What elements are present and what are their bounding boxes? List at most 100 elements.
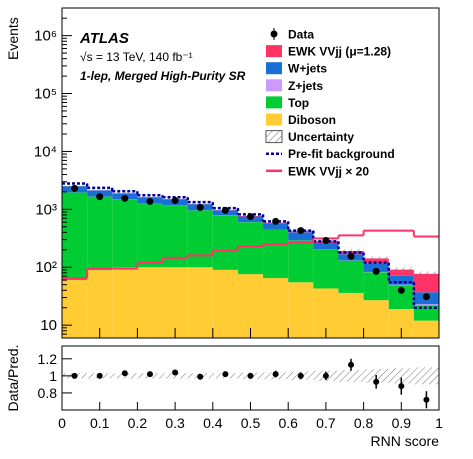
data-point [96,193,103,200]
data-point [348,253,355,260]
uncertainty-band [414,271,439,276]
x-tick-label: 0.3 [165,415,185,431]
legend-label: EWK VVjj × 20 [288,164,369,178]
x-tick-label: 0.6 [278,415,298,431]
data-point [197,204,204,211]
stack-bar [313,243,338,250]
stack-bar [338,261,363,293]
stack-bar [213,270,238,338]
stack-bar [338,293,363,338]
energy-label: √s = 13 TeV, 140 fb⁻¹ [80,50,193,64]
x-tick-label: 0.4 [203,415,223,431]
data-point [247,213,254,220]
y-tick-label: 10⁴ [34,143,57,160]
stack-bar [163,267,188,338]
data-point [71,185,78,192]
data-point [322,237,329,244]
stack-bar [112,267,137,338]
legend-label: Diboson [288,113,336,127]
ratio-point [197,374,203,380]
legend-swatch [266,114,282,126]
legend-swatch [266,79,282,91]
stack-bar [263,230,288,278]
ratio-point [172,369,178,375]
x-tick-label: 1 [435,415,443,431]
y-tick-label: 10 [40,317,57,334]
legend-label: EWK VVjj (μ=1.28) [288,45,391,59]
x-tick-label: 0 [58,415,66,431]
ratio-point [373,379,379,385]
stack-bar [313,250,338,289]
uncertainty-band [87,190,112,192]
ratio-band [338,370,363,382]
stack-bar [238,222,263,274]
y-tick-label: 10⁶ [34,28,57,45]
stack-bar [213,215,238,270]
legend-label: Data [288,28,314,42]
atlas-label: ATLAS [79,30,129,47]
stack-bar [263,278,288,338]
x-tick-label: 0.7 [316,415,336,431]
ratio-point [398,383,404,389]
x-tick-label: 0.1 [90,415,110,431]
ratio-point [298,373,304,379]
ratio-point [348,362,354,368]
uncertainty-band [364,256,389,260]
legend-swatch [266,45,282,57]
data-point [272,218,279,225]
ratio-point [273,371,279,377]
stack-bar [364,300,389,338]
legend-swatch [266,96,282,108]
ratio-point [248,373,254,379]
stack-bar [137,267,162,338]
x-tick-label: 0.5 [241,415,261,431]
ratio-point [147,371,153,377]
stack-bar [414,304,439,305]
data-point [423,293,430,300]
data-point [146,198,153,205]
ratio-point [222,371,228,377]
data-point [121,195,128,202]
ratio-point [323,373,329,379]
stack-bar [414,274,439,292]
stack-bar [188,210,213,267]
data-point [172,197,179,204]
legend-label: Z+jets [288,79,323,93]
ratio-y-tick-label: 1 [49,368,57,384]
data-point [398,287,405,294]
y-tick-label: 10³ [35,201,57,218]
ratio-y-label: Data/Pred. [5,345,21,412]
legend-label: Top [288,96,309,110]
legend-swatch [266,131,282,143]
stack-bar [188,267,213,338]
uncertainty-band [137,196,162,198]
ratio-point [423,397,429,403]
uncertainty-band [112,193,137,195]
x-tick-label: 0.8 [354,415,374,431]
region-label: 1-lep, Merged High-Purity SR [80,69,246,83]
stack-bar [414,321,439,338]
legend-label: Pre-fit background [288,147,395,161]
ratio-y-tick-label: 1.2 [38,351,58,367]
stack-bar [62,280,87,338]
ratio-point [122,370,128,376]
data-point [297,227,304,234]
y-tick-label: 10² [35,259,57,276]
ratio-y-tick-label: 0.8 [38,385,58,401]
x-axis-label: RNN score [371,433,440,449]
stack-bar [87,270,112,338]
data-point [373,268,380,275]
legend-label: Uncertainty [288,130,354,144]
ratio-band [414,367,439,384]
stack-bar [87,197,112,271]
x-tick-label: 0.9 [392,415,412,431]
legend-swatch [266,62,282,74]
stack-bar [288,240,313,282]
stack-bar [364,272,389,300]
stack-bar [288,282,313,338]
stack-bar [389,285,414,286]
y-axis-label: Events [5,17,21,60]
uncertainty-band [389,267,414,272]
x-tick-label: 0.2 [128,415,148,431]
